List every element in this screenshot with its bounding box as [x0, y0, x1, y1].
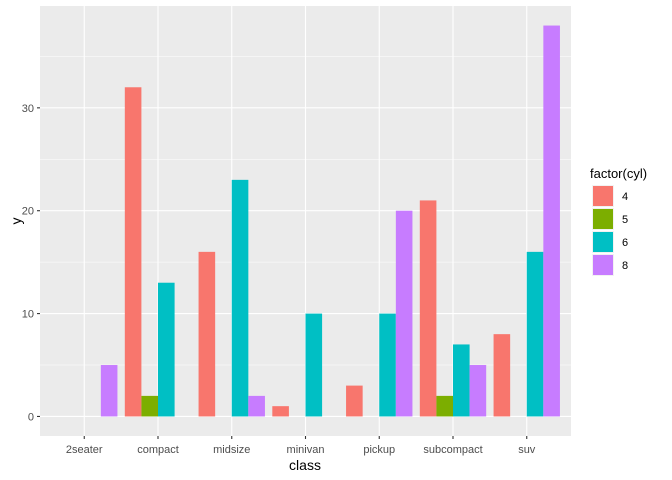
legend-label-5: 5 — [622, 214, 628, 226]
y-axis-title: y — [8, 218, 24, 225]
bar-subcompact-cyl-8 — [469, 365, 487, 417]
x-tick-label-2seater: 2seater — [66, 444, 103, 456]
legend-label-6: 6 — [622, 237, 628, 249]
y-tick-label: 10 — [22, 309, 34, 321]
x-tick-label-subcompact: subcompact — [423, 444, 482, 456]
bar-midsize-cyl-8 — [248, 395, 265, 417]
legend-swatch-5 — [593, 209, 613, 229]
legend-swatch-4 — [593, 186, 613, 206]
bar-pickup-cyl-4 — [346, 385, 363, 417]
y-tick-label: 20 — [22, 206, 34, 218]
legend: factor(cyl) 4 5 6 8 — [590, 166, 647, 276]
x-tick-label-compact: compact — [137, 444, 179, 456]
legend-title: factor(cyl) — [590, 166, 647, 181]
bar-pickup-cyl-6 — [379, 313, 396, 417]
bar-midsize-cyl-6 — [231, 179, 249, 417]
x-tick-label-pickup: pickup — [363, 444, 395, 456]
legend-label-4: 4 — [622, 191, 628, 203]
bar-subcompact-cyl-5 — [436, 395, 453, 417]
x-tick-label-minivan: minivan — [287, 444, 325, 456]
legend-label-8: 8 — [622, 260, 628, 272]
y-axis: 0 10 20 30 — [22, 103, 40, 423]
bar-suv-cyl-4 — [493, 334, 511, 417]
y-tick-label: 0 — [28, 411, 34, 423]
legend-swatch-6 — [593, 232, 613, 252]
bar-subcompact-cyl-6 — [453, 344, 470, 417]
bar-minivan-cyl-6 — [305, 313, 323, 417]
bar-compact-cyl-4 — [124, 87, 142, 417]
bar-2seater-cyl-8 — [100, 365, 118, 417]
bar-compact-cyl-5 — [141, 395, 158, 417]
bar-pickup-cyl-8 — [395, 210, 413, 417]
x-axis: 2seater compact midsize minivan pickup subcom… — [66, 436, 536, 456]
bar-suv-cyl-6 — [526, 251, 544, 417]
legend-swatch-8 — [593, 255, 613, 275]
x-tick-label-midsize: midsize — [213, 444, 250, 456]
x-tick-label-suv: suv — [518, 444, 536, 456]
x-axis-title: class — [289, 457, 321, 473]
bars — [100, 25, 560, 417]
bar-compact-cyl-6 — [158, 282, 175, 417]
bar-subcompact-cyl-4 — [419, 200, 437, 417]
bar-suv-cyl-8 — [543, 25, 560, 417]
bar-midsize-cyl-4 — [198, 251, 216, 417]
y-tick-label: 30 — [22, 103, 34, 115]
bar-minivan-cyl-4 — [272, 406, 289, 417]
